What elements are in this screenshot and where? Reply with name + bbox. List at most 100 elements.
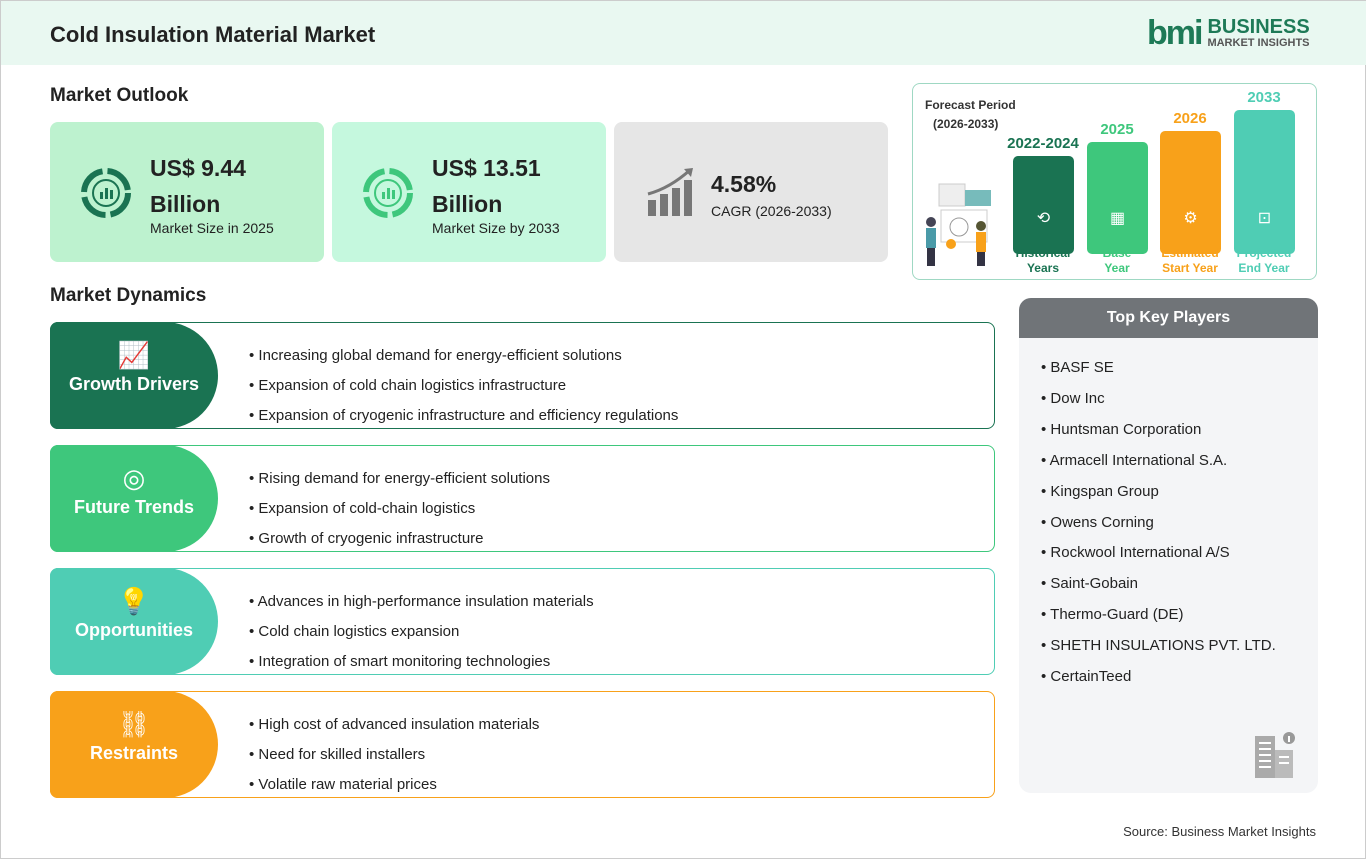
dynamics-pill: ⛓ Restraints — [50, 691, 218, 798]
cagr-value: 4.58% — [711, 171, 777, 197]
growth-chart-icon: 📈 — [117, 340, 151, 370]
forecast-label-line1: Projected — [1236, 246, 1292, 260]
forecast-label: Estimated Start Year — [1145, 246, 1235, 276]
key-player-item: • Kingspan Group — [1041, 482, 1159, 500]
lightbulb-hand-icon: 💡 — [117, 586, 151, 616]
key-player-item: • Rockwool International A/S — [1041, 544, 1230, 562]
dynamics-pill: ◎ Future Trends — [50, 445, 218, 552]
dynamics-section-future-trends: ◎ Future Trends • Rising demand for energ… — [50, 445, 995, 552]
key-player-name: SHETH INSULATIONS PVT. LTD. — [1050, 637, 1276, 655]
forecast-label-line1: Historical — [1015, 246, 1071, 260]
dynamics-item-text: Expansion of cryogenic infrastructure an… — [258, 407, 679, 424]
dynamics-item: • Volatile raw material prices — [249, 776, 437, 793]
forecast-bar — [1160, 131, 1221, 254]
market-size-2025-card: US$ 9.44 Billion Market Size in 2025 — [50, 122, 324, 262]
logo-mark: bmi — [1147, 14, 1203, 52]
key-player-name: BASF SE — [1050, 359, 1114, 376]
forecast-period-panel: Forecast Period (2026-2033) ⟲ 2022-2024 H… — [912, 83, 1317, 280]
presentation-icon: ⊡ — [1257, 210, 1272, 227]
dynamics-item-text: Volatile raw material prices — [258, 776, 437, 793]
key-player-name: Thermo-Guard (DE) — [1050, 606, 1184, 624]
market-size-label: Market Size in 2025 — [150, 220, 274, 236]
key-player-item: • SHETH INSULATIONS PVT. LTD. — [1041, 637, 1276, 655]
source-note: Source: Business Market Insights — [1123, 824, 1316, 839]
dynamics-title: Restraints — [89, 743, 179, 763]
dynamics-item-text: Expansion of cold-chain logistics — [258, 500, 476, 517]
donut-chart-icon — [81, 168, 131, 218]
donut-chart-icon — [363, 168, 413, 218]
dynamics-item-text: Rising demand for energy-efficient solut… — [258, 470, 550, 487]
forecast-title: Forecast Period — [925, 98, 1016, 112]
gear-chart-icon: ⚙ — [1183, 210, 1198, 227]
dynamics-item-text: Advances in high-performance insulation … — [257, 593, 594, 610]
forecast-label-line2: Year — [1104, 261, 1130, 275]
forecast-year: 2033 — [1247, 89, 1281, 106]
forecast-bar — [1013, 156, 1074, 254]
key-player-name: Huntsman Corporation — [1050, 420, 1202, 438]
market-size-unit: Billion — [150, 191, 221, 217]
dynamics-item: • Integration of smart monitoring techno… — [249, 653, 551, 670]
dynamics-item: • Expansion of cryogenic infrastructure … — [249, 407, 679, 424]
key-player-item: • Owens Corning — [1041, 513, 1154, 531]
key-player-name: Kingspan Group — [1050, 482, 1159, 500]
market-size-value: US$ 9.44 — [150, 155, 246, 181]
dynamics-section-opportunities: 💡 Opportunities • Advances in high-perfor… — [50, 568, 995, 675]
target-icon: ◎ — [122, 463, 146, 493]
forecast-year: 2022-2024 — [1007, 135, 1079, 152]
forecast-bar — [1087, 142, 1148, 254]
cagr-card: 4.58% CAGR (2026-2033) — [614, 122, 888, 262]
market-size-label: Market Size by 2033 — [432, 220, 560, 236]
forecast-year: 2026 — [1173, 110, 1207, 127]
market-dynamics-heading: Market Dynamics — [50, 285, 207, 306]
dynamics-item-text: Need for skilled installers — [258, 746, 426, 763]
dynamics-item-text: Growth of cryogenic infrastructure — [258, 530, 484, 547]
key-player-name: Owens Corning — [1050, 513, 1154, 531]
logo-line1: BUSINESS — [1207, 16, 1310, 38]
dynamics-item: • Advances in high-performance insulatio… — [249, 593, 594, 610]
dynamics-section-growth-drivers: 📈 Growth Drivers • Increasing global dema… — [50, 322, 995, 429]
forecast-label-line2: Start Year — [1162, 261, 1218, 275]
header: Cold Insulation Material Market bmi BUSI… — [1, 1, 1366, 65]
forecast-label-line1: Base — [1102, 246, 1132, 260]
forecast-label-line2: Years — [1026, 261, 1060, 275]
dynamics-item: • Expansion of cold chain logistics infr… — [249, 377, 567, 394]
broken-link-icon: ⛓ — [117, 709, 151, 739]
dynamics-title: Future Trends — [73, 497, 194, 517]
forecast-bar — [1234, 110, 1295, 254]
logo: bmi BUSINESS MARKET INSIGHTS — [1147, 14, 1310, 52]
logo-line2: MARKET INSIGHTS — [1207, 37, 1310, 49]
dynamics-item-text: High cost of advanced insulation materia… — [258, 716, 540, 733]
key-player-name: Armacell International S.A. — [1049, 451, 1228, 469]
dynamics-item-text: Integration of smart monitoring technolo… — [258, 653, 551, 670]
calendar-icon: ▦ — [1109, 210, 1126, 227]
dynamics-title: Growth Drivers — [68, 374, 200, 394]
key-player-item: • Huntsman Corporation — [1041, 420, 1202, 438]
forecast-label-line1: Estimated — [1161, 246, 1219, 260]
dynamics-item: • Need for skilled installers — [249, 746, 426, 763]
history-icon: ⟲ — [1036, 210, 1051, 227]
dynamics-item: • High cost of advanced insulation mater… — [249, 716, 540, 733]
dynamics-item-text: Cold chain logistics expansion — [258, 623, 460, 640]
dynamics-item: • Rising demand for energy-efficient sol… — [249, 470, 550, 487]
market-size-value: US$ 13.51 — [432, 155, 541, 181]
key-player-item: • Saint-Gobain — [1041, 575, 1138, 593]
key-player-item: • CertainTeed — [1041, 668, 1132, 686]
dynamics-pill: 💡 Opportunities — [50, 568, 218, 675]
key-player-name: Dow Inc — [1050, 389, 1105, 407]
dynamics-item-text: Increasing global demand for energy-effi… — [258, 347, 622, 364]
market-outlook-heading: Market Outlook — [50, 85, 189, 106]
dynamics-item: • Growth of cryogenic infrastructure — [249, 530, 484, 547]
growth-bars-icon — [647, 168, 693, 216]
key-player-name: Rockwool International A/S — [1050, 544, 1230, 562]
key-player-item: • BASF SE — [1041, 359, 1114, 376]
market-size-unit: Billion — [432, 191, 503, 217]
forecast-year: 2025 — [1100, 121, 1134, 138]
dynamics-item: • Expansion of cold-chain logistics — [249, 500, 476, 517]
forecast-label: Historical Years — [998, 246, 1088, 276]
key-players-heading: Top Key Players — [1019, 298, 1318, 338]
dynamics-item-text: Expansion of cold chain logistics infras… — [258, 377, 567, 394]
key-player-item: • Dow Inc — [1041, 389, 1105, 407]
dynamics-title: Opportunities — [75, 620, 193, 640]
analysts-illustration — [926, 183, 991, 266]
forecast-range: (2026-2033) — [933, 117, 999, 131]
